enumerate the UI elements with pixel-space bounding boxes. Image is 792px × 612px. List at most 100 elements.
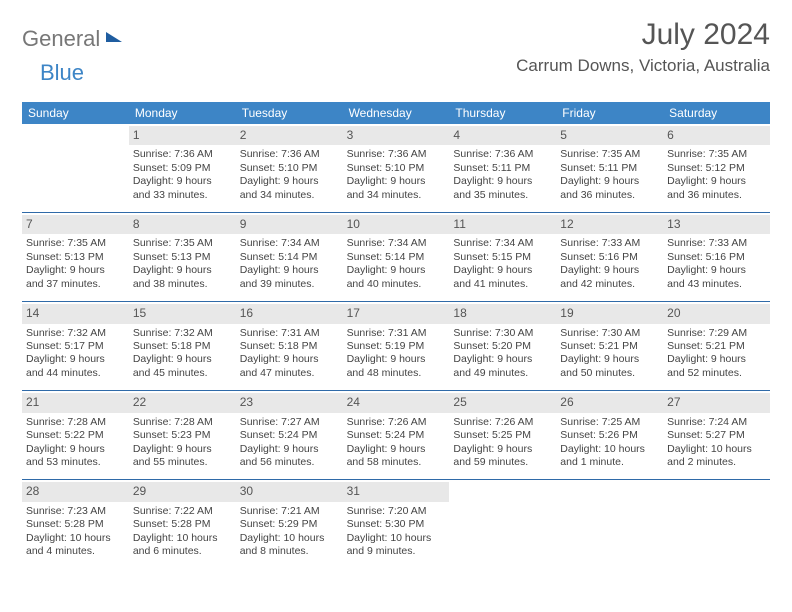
day-line: Daylight: 9 hours xyxy=(133,443,232,456)
day-line: Daylight: 9 hours xyxy=(240,175,339,188)
day-cell: 24Sunrise: 7:26 AMSunset: 5:24 PMDayligh… xyxy=(343,391,450,475)
day-line: Sunrise: 7:27 AM xyxy=(240,416,339,429)
day-cell xyxy=(663,480,770,564)
day-line: and 1 minute. xyxy=(560,456,659,469)
day-line: Sunrise: 7:28 AM xyxy=(26,416,125,429)
day-cell: 8Sunrise: 7:35 AMSunset: 5:13 PMDaylight… xyxy=(129,213,236,297)
day-line: Sunrise: 7:21 AM xyxy=(240,505,339,518)
dayhead-thu: Thursday xyxy=(449,102,556,124)
week-row: 1Sunrise: 7:36 AMSunset: 5:09 PMDaylight… xyxy=(22,124,770,208)
day-number: 28 xyxy=(22,482,129,501)
day-line: Sunrise: 7:30 AM xyxy=(560,327,659,340)
day-cell xyxy=(556,480,663,564)
day-line: Sunset: 5:26 PM xyxy=(560,429,659,442)
day-line: and 49 minutes. xyxy=(453,367,552,380)
day-line: Sunrise: 7:26 AM xyxy=(453,416,552,429)
day-number: 6 xyxy=(663,126,770,145)
day-line: and 8 minutes. xyxy=(240,545,339,558)
day-number: 12 xyxy=(556,215,663,234)
day-cell: 12Sunrise: 7:33 AMSunset: 5:16 PMDayligh… xyxy=(556,213,663,297)
weeks-container: 1Sunrise: 7:36 AMSunset: 5:09 PMDaylight… xyxy=(22,124,770,565)
day-line: Sunset: 5:16 PM xyxy=(560,251,659,264)
day-line: and 41 minutes. xyxy=(453,278,552,291)
logo-text-blue: Blue xyxy=(40,60,84,85)
day-line: Daylight: 9 hours xyxy=(26,443,125,456)
day-number: 27 xyxy=(663,393,770,412)
day-line: Sunrise: 7:24 AM xyxy=(667,416,766,429)
day-line: and 55 minutes. xyxy=(133,456,232,469)
day-number: 20 xyxy=(663,304,770,323)
title-block: July 2024 Carrum Downs, Victoria, Austra… xyxy=(516,18,770,76)
day-cell: 1Sunrise: 7:36 AMSunset: 5:09 PMDaylight… xyxy=(129,124,236,208)
day-line: Daylight: 9 hours xyxy=(133,264,232,277)
day-line: Sunset: 5:22 PM xyxy=(26,429,125,442)
day-line: Sunrise: 7:36 AM xyxy=(133,148,232,161)
day-line: Sunset: 5:28 PM xyxy=(26,518,125,531)
day-line: Sunset: 5:30 PM xyxy=(347,518,446,531)
dayhead-mon: Monday xyxy=(129,102,236,124)
day-line: and 35 minutes. xyxy=(453,189,552,202)
day-line: Daylight: 9 hours xyxy=(133,175,232,188)
day-line: Sunrise: 7:31 AM xyxy=(240,327,339,340)
day-line: and 45 minutes. xyxy=(133,367,232,380)
day-cell: 16Sunrise: 7:31 AMSunset: 5:18 PMDayligh… xyxy=(236,302,343,386)
day-number: 15 xyxy=(129,304,236,323)
day-cell: 10Sunrise: 7:34 AMSunset: 5:14 PMDayligh… xyxy=(343,213,450,297)
day-cell: 20Sunrise: 7:29 AMSunset: 5:21 PMDayligh… xyxy=(663,302,770,386)
day-line: Sunset: 5:18 PM xyxy=(240,340,339,353)
week-row: 14Sunrise: 7:32 AMSunset: 5:17 PMDayligh… xyxy=(22,301,770,386)
day-line: Sunset: 5:14 PM xyxy=(240,251,339,264)
dayhead-sat: Saturday xyxy=(663,102,770,124)
day-line: Sunset: 5:15 PM xyxy=(453,251,552,264)
day-line: Daylight: 9 hours xyxy=(453,443,552,456)
dayhead-wed: Wednesday xyxy=(343,102,450,124)
day-line: Daylight: 9 hours xyxy=(560,264,659,277)
day-line: and 34 minutes. xyxy=(347,189,446,202)
day-number: 10 xyxy=(343,215,450,234)
day-line: Sunrise: 7:36 AM xyxy=(347,148,446,161)
day-line: and 52 minutes. xyxy=(667,367,766,380)
day-number: 21 xyxy=(22,393,129,412)
day-line: Sunset: 5:13 PM xyxy=(26,251,125,264)
day-line: Daylight: 9 hours xyxy=(453,353,552,366)
day-line: and 38 minutes. xyxy=(133,278,232,291)
day-line: Daylight: 10 hours xyxy=(26,532,125,545)
day-line: and 36 minutes. xyxy=(560,189,659,202)
day-number: 7 xyxy=(22,215,129,234)
day-number: 31 xyxy=(343,482,450,501)
day-line: Sunset: 5:11 PM xyxy=(560,162,659,175)
day-line: Sunrise: 7:35 AM xyxy=(667,148,766,161)
day-line: and 33 minutes. xyxy=(133,189,232,202)
day-cell: 30Sunrise: 7:21 AMSunset: 5:29 PMDayligh… xyxy=(236,480,343,564)
day-number: 4 xyxy=(449,126,556,145)
week-row: 21Sunrise: 7:28 AMSunset: 5:22 PMDayligh… xyxy=(22,390,770,475)
day-cell: 4Sunrise: 7:36 AMSunset: 5:11 PMDaylight… xyxy=(449,124,556,208)
dayhead-sun: Sunday xyxy=(22,102,129,124)
dayhead-fri: Friday xyxy=(556,102,663,124)
day-line: Sunset: 5:28 PM xyxy=(133,518,232,531)
day-line: Sunrise: 7:32 AM xyxy=(133,327,232,340)
day-cell: 25Sunrise: 7:26 AMSunset: 5:25 PMDayligh… xyxy=(449,391,556,475)
day-number: 13 xyxy=(663,215,770,234)
day-cell: 2Sunrise: 7:36 AMSunset: 5:10 PMDaylight… xyxy=(236,124,343,208)
day-cell: 28 Sunrise: 7:23 AMSunset: 5:28 PMDayligh… xyxy=(22,480,129,564)
day-line: Daylight: 9 hours xyxy=(667,175,766,188)
day-line: Sunrise: 7:28 AM xyxy=(133,416,232,429)
day-line: and 47 minutes. xyxy=(240,367,339,380)
day-line: Sunrise: 7:23 AM xyxy=(26,505,125,518)
day-line: Sunset: 5:21 PM xyxy=(560,340,659,353)
day-line: Daylight: 9 hours xyxy=(453,175,552,188)
day-line: and 43 minutes. xyxy=(667,278,766,291)
week-row: 7Sunrise: 7:35 AMSunset: 5:13 PMDaylight… xyxy=(22,212,770,297)
day-line: Daylight: 9 hours xyxy=(560,353,659,366)
day-line: and 50 minutes. xyxy=(560,367,659,380)
day-line: and 58 minutes. xyxy=(347,456,446,469)
day-cell: 29Sunrise: 7:22 AMSunset: 5:28 PMDayligh… xyxy=(129,480,236,564)
day-line: Sunset: 5:24 PM xyxy=(347,429,446,442)
day-line: Daylight: 9 hours xyxy=(347,175,446,188)
day-cell: 26Sunrise: 7:25 AMSunset: 5:26 PMDayligh… xyxy=(556,391,663,475)
day-number: 25 xyxy=(449,393,556,412)
day-line: and 36 minutes. xyxy=(667,189,766,202)
day-line: Daylight: 9 hours xyxy=(240,353,339,366)
day-number: 26 xyxy=(556,393,663,412)
